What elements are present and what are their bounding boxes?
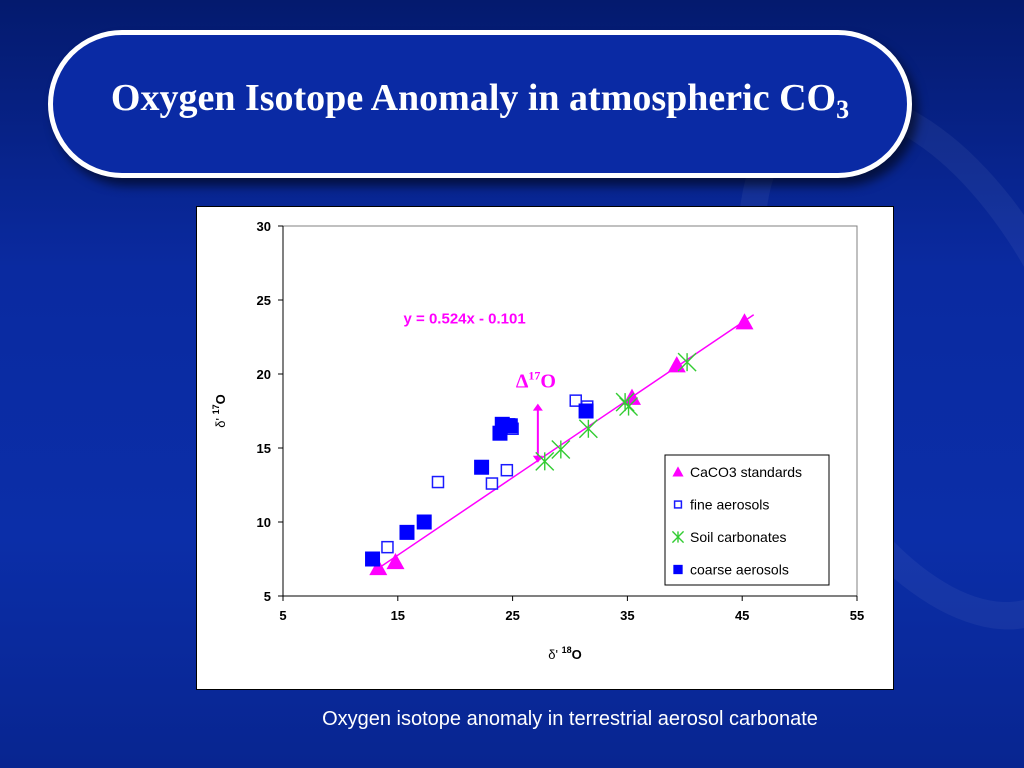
trendline-equation: y = 0.524x - 0.101 (404, 311, 526, 328)
fine-aerosols-point (431, 475, 445, 489)
legend-box (664, 454, 830, 586)
y-tick-label: 20 (257, 367, 271, 382)
title-subscript: 3 (836, 95, 850, 124)
trendline (374, 314, 755, 572)
delta-arrow-head-up (532, 403, 543, 411)
soil-carbonates-point (615, 392, 635, 412)
y-tick-label: 25 (257, 293, 271, 308)
x-tick-label: 25 (505, 608, 519, 623)
soil-carbonates-point (619, 397, 639, 417)
caco3-standards-point (386, 552, 405, 570)
chart-panel: 5 15 25 35 45 55 5 10 15 20 25 30 δ' 18O δ' 17O y = 0.… (196, 206, 894, 690)
y-tick-label: 15 (257, 441, 271, 456)
caco3-standards-point (735, 313, 754, 330)
coarse-aerosols-point (399, 524, 415, 540)
soil-carbonates-point (677, 352, 697, 372)
soil-carbonates-point (578, 419, 598, 439)
x-tick-label: 5 (279, 608, 286, 623)
y-tick-label: 30 (257, 219, 271, 234)
soil-carbonates-point (535, 451, 555, 471)
legend-caco3-standards-label: CaCO3 standards (690, 464, 802, 480)
legend-coarse-aerosols-label: coarse aerosols (690, 562, 789, 578)
slide-title: Oxygen Isotope Anomaly in atmospheric CO… (111, 73, 849, 135)
x-tick-label: 55 (850, 608, 864, 623)
title-banner: Oxygen Isotope Anomaly in atmospheric CO… (48, 30, 912, 178)
x-tick-label: 45 (735, 608, 749, 623)
coarse-aerosols-point (365, 551, 381, 567)
y-tick-label: 5 (264, 589, 271, 604)
soil-carbonates-point (551, 439, 571, 459)
fine-aerosols-point (381, 540, 394, 554)
figure-caption: Oxygen isotope anomaly in terrestrial ae… (322, 708, 818, 730)
x-tick-label: 35 (620, 608, 634, 623)
fine-aerosols-point (500, 463, 514, 477)
x-axis-label: δ' 18O (548, 645, 581, 662)
title-main: Oxygen Isotope Anomaly in atmospheric CO (110, 77, 837, 119)
delta-17o-label: Δ17O (516, 369, 556, 393)
y-axis-label: δ' 17O (211, 394, 228, 427)
caco3-standards-point (369, 558, 388, 576)
legend-soil-carbonates-label: Soil carbonates (690, 529, 787, 545)
legend-soil-carbonates-icon (671, 530, 685, 544)
caco3-standards-point (622, 388, 641, 405)
legend-fine-aerosols-label: fine aerosols (690, 497, 769, 513)
legend-coarse-aerosols-icon (673, 564, 683, 575)
y-tick-label: 10 (257, 515, 271, 530)
fine-aerosols-point (485, 477, 499, 490)
coarse-aerosols-point (474, 459, 490, 475)
legend-fine-aerosols-icon (673, 500, 683, 509)
x-tick-label: 15 (391, 608, 405, 623)
coarse-aerosols-point (502, 418, 518, 434)
delta-arrow-head-down (532, 455, 543, 463)
coarse-aerosols-point (578, 403, 594, 419)
coarse-aerosols-point (416, 514, 432, 530)
legend-caco3-standards-icon (672, 466, 684, 477)
